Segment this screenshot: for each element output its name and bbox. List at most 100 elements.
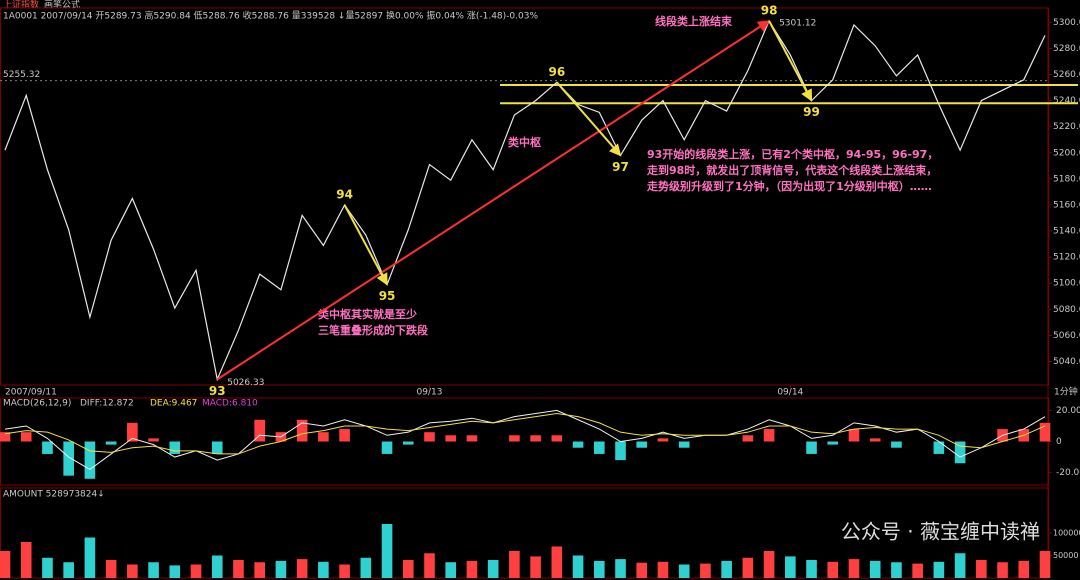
y-tick-label: 5240.00 [1053, 96, 1080, 106]
pivot-label: 97 [612, 160, 629, 174]
macd-bar [339, 429, 350, 442]
annotation: 类中枢 [508, 135, 541, 149]
macd-bar [891, 441, 902, 448]
index-name: 上证指数 [3, 0, 39, 11]
x-tick-label: 2007/09/11 [5, 388, 57, 398]
volume-bar [105, 560, 117, 578]
volume-bar [487, 560, 499, 578]
y-tick-label: 5040.00 [1053, 357, 1080, 367]
volume-bar [275, 560, 287, 578]
volume-bar [0, 551, 11, 578]
macd-bar [509, 435, 520, 442]
volume-bar [381, 524, 393, 578]
y-tick-label: 5300.00 [1053, 18, 1080, 28]
macd-bar [254, 419, 265, 442]
macd-bar [20, 432, 32, 442]
ref-label: 5255.32 [3, 70, 40, 80]
volume-bar [445, 562, 457, 578]
volume-bar [657, 561, 669, 578]
volume-bar [806, 560, 817, 578]
macd-bar [381, 441, 393, 454]
macd-bar [763, 429, 775, 442]
volume-bar [572, 555, 584, 578]
y-tick-label: 5180.00 [1053, 174, 1080, 184]
annotation: 三笔重叠形成的下跌段 [318, 323, 428, 337]
volume-bar [636, 562, 648, 578]
y-tick-label: 100000 [1053, 529, 1080, 538]
macd-bar [0, 432, 11, 442]
price-line [4, 19, 1046, 382]
y-tick-label: 5060.00 [1053, 331, 1080, 341]
macd-line [4, 409, 1046, 471]
trend-arrow [343, 204, 388, 286]
macd-bar [1039, 422, 1051, 442]
volume-bar [997, 562, 1008, 578]
volume-bar [20, 542, 32, 578]
volume-bar [509, 551, 520, 578]
trend-arrow [768, 20, 813, 102]
volume-bar [827, 561, 839, 578]
volume-bar [169, 565, 181, 578]
volume-bar [933, 561, 945, 578]
volume-bar [339, 564, 350, 578]
volume-bar [615, 559, 626, 578]
x-tick-label: 09/14 [777, 388, 803, 398]
volume-bar [1018, 560, 1030, 578]
macd-readout: MACD:6.810 [202, 399, 258, 409]
volume-bar [678, 564, 690, 578]
macd-readout: DIFF:12.872 [80, 399, 134, 409]
volume-bar [63, 562, 74, 578]
volume-bar [296, 559, 308, 578]
volume-bar [763, 551, 775, 578]
macd-bar [84, 441, 96, 479]
pivot-label: 99 [803, 105, 820, 119]
annotation: 线段类上涨结束 [655, 14, 733, 28]
y-tick-label: 5260.00 [1053, 70, 1080, 80]
volume-bar [891, 562, 902, 578]
macd-bar [127, 422, 138, 442]
volume-bar [466, 560, 478, 578]
formula-label: 画笔公式 [44, 0, 80, 11]
macd-bar [551, 435, 563, 442]
pivot-label: 98 [761, 3, 778, 17]
volume-bar [593, 560, 605, 578]
annotation: 类中枢其实就是至少 [318, 307, 417, 321]
macd-readout: DEA:9.467 [150, 399, 197, 409]
macd-bar [869, 438, 881, 442]
macd-bar [593, 441, 605, 454]
volume-bar [912, 563, 923, 578]
data-label: 5301.12 [779, 18, 816, 28]
macd-bar [211, 441, 223, 454]
pivot-label: 93 [209, 384, 226, 398]
macd-bar [169, 441, 181, 454]
pivot-label: 96 [548, 65, 565, 79]
y-tick-label: 0 [1056, 437, 1062, 447]
volume-bar [424, 553, 435, 578]
macd-bar [530, 435, 541, 442]
macd-bar [445, 435, 457, 442]
volume-bar [721, 560, 732, 578]
macd-bar [402, 441, 414, 445]
volume-bar [976, 560, 987, 578]
volume-bar [954, 553, 966, 578]
macd-bar [806, 441, 817, 454]
volume-bar [42, 557, 53, 578]
x-tick-label: 09/13 [417, 388, 443, 398]
y-tick-label: 50000 [1053, 551, 1078, 560]
volume-bar [530, 556, 541, 578]
watermark: 公众号 · 薇宝缠中读禅 [841, 520, 1040, 544]
macd-bar [954, 441, 966, 464]
macd-bar [105, 441, 117, 445]
y-tick-label: 5200.00 [1053, 148, 1080, 158]
y-tick-label: 5160.00 [1053, 200, 1080, 210]
volume-bar [869, 560, 881, 578]
macd-bar [848, 429, 860, 442]
y-tick-label: 5100.00 [1053, 279, 1080, 289]
volume-bar [742, 557, 754, 578]
macd-bar [572, 441, 584, 448]
macd-bar [933, 441, 945, 454]
volume-title: AMOUNT 528973824↓ [3, 490, 105, 500]
macd-bar [42, 441, 53, 454]
